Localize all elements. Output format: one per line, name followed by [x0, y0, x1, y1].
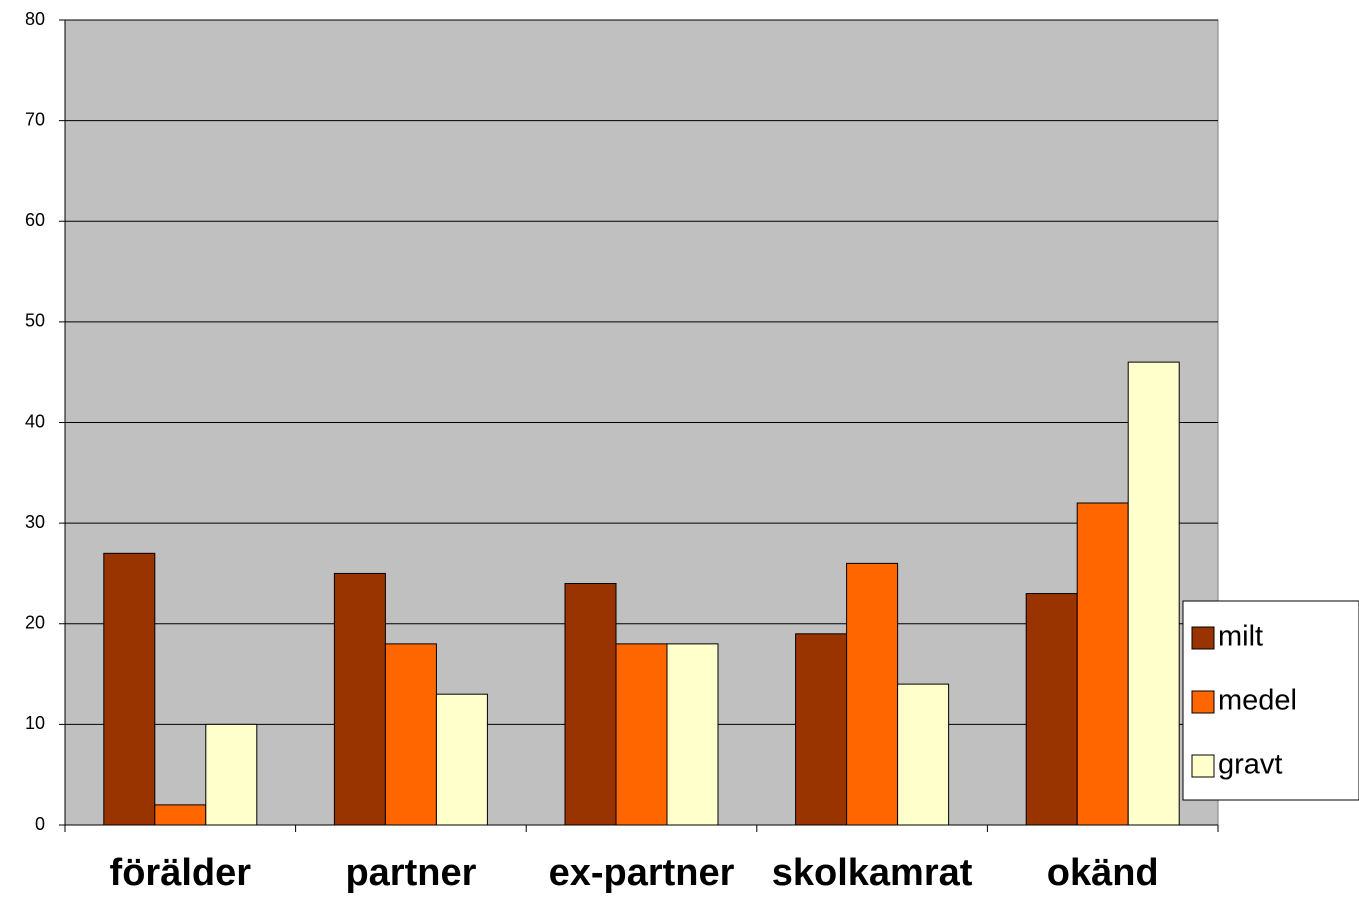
legend-label: milt [1218, 621, 1263, 653]
y-tick-label: 80 [25, 9, 45, 29]
legend-label: medel [1218, 685, 1297, 717]
y-tick-label: 50 [25, 311, 45, 331]
bar [564, 583, 617, 826]
x-tick-label: förälder [110, 852, 252, 894]
bar [795, 633, 848, 826]
bar [1127, 361, 1180, 826]
bar [897, 683, 950, 826]
bar [435, 693, 488, 826]
bar [615, 643, 668, 826]
bar [333, 572, 386, 826]
y-tick-label: 0 [35, 814, 45, 834]
bar [384, 643, 437, 826]
bar [205, 723, 258, 826]
bar [154, 804, 207, 826]
bar [666, 643, 719, 826]
legend-swatch [1191, 626, 1215, 650]
bar [103, 552, 156, 826]
legend-label: gravt [1218, 749, 1282, 781]
legend-swatch [1191, 690, 1215, 714]
x-tick-label: partner [345, 852, 476, 894]
bar [1025, 593, 1078, 826]
x-tick-label: skolkamrat [772, 852, 973, 894]
y-tick-label: 40 [25, 411, 45, 431]
bar [846, 562, 899, 826]
legend-swatch [1191, 754, 1215, 778]
y-tick-label: 60 [25, 210, 45, 230]
y-tick-label: 20 [25, 613, 45, 633]
x-tick-label: ex-partner [549, 852, 735, 894]
x-tick-label: okänd [1047, 852, 1159, 894]
y-tick-label: 10 [25, 713, 45, 733]
y-tick-label: 30 [25, 512, 45, 532]
bar [1076, 502, 1129, 826]
y-tick-label: 70 [25, 109, 45, 129]
